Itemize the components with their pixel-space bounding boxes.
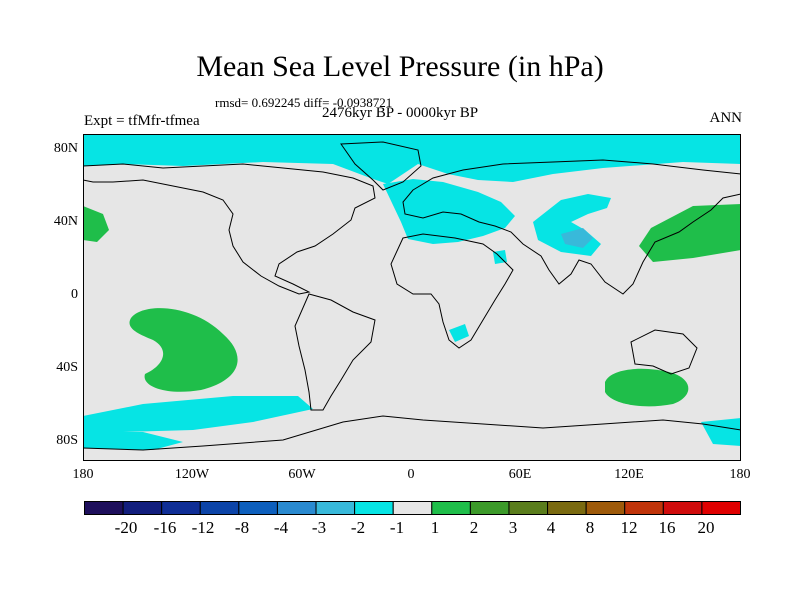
colorbar-box — [199, 501, 240, 515]
colorbar-label: -2 — [350, 518, 366, 537]
map-frame — [83, 134, 741, 461]
southern-africa-patch — [449, 324, 469, 342]
colorbar-box — [431, 501, 471, 515]
colorbar-label: 16 — [658, 518, 676, 537]
colorbar-label: 8 — [585, 518, 595, 537]
africa-outline — [390, 233, 514, 349]
y-tick-80n: 80N — [53, 141, 78, 156]
north-pacific-east — [83, 206, 109, 242]
central-asia-band — [533, 194, 611, 256]
colorbar-label: -8 — [234, 518, 250, 537]
colorbar-box — [624, 501, 664, 515]
colorbar-box — [161, 501, 201, 515]
colorbar-box — [238, 501, 278, 515]
y-tick-40n: 40N — [53, 214, 78, 229]
australia-outline — [630, 329, 698, 375]
positive-anomaly-regions — [83, 204, 741, 407]
x-tick-60e: 60E — [508, 467, 532, 482]
colorbar-label: -3 — [311, 518, 327, 537]
colorbar-label: -1 — [389, 518, 405, 537]
north-pacific-west — [639, 204, 741, 262]
y-tick-40s: 40S — [56, 360, 78, 375]
colorbar-label: 3 — [508, 518, 518, 537]
colorbar — [84, 501, 741, 515]
colorbar-label: -20 — [114, 518, 138, 537]
colorbar-box — [508, 501, 549, 515]
colorbar-box — [84, 501, 124, 515]
colorbar-label: 1 — [430, 518, 440, 537]
eurasia-outline — [402, 159, 741, 295]
europe-mideast-band — [383, 179, 515, 244]
map-title: Mean Sea Level Pressure (in hPa) — [196, 50, 604, 83]
colorbar-label: 2 — [469, 518, 479, 537]
east-pacific-lobe — [129, 308, 238, 392]
colorbar-label: -4 — [273, 518, 289, 537]
colorbar-label: 4 — [546, 518, 556, 537]
colorbar-box — [122, 501, 163, 515]
x-tick-120e: 120E — [614, 467, 644, 482]
experiment-label: Expt = tfMfr-tfmea — [84, 113, 200, 129]
colorbar-box — [469, 501, 510, 515]
y-tick-80s: 80S — [56, 433, 78, 448]
colorbar-box — [315, 501, 356, 515]
colorbar-box — [662, 501, 703, 515]
south-indian-ocean — [605, 368, 689, 407]
x-tick-0: 0 — [407, 467, 415, 482]
stats-line: rmsd= 0.692245 diff= -0.0938721 — [215, 95, 393, 110]
colorbar-boxes — [84, 501, 741, 515]
south-america-outline — [294, 293, 376, 411]
colorbar-box — [392, 501, 433, 515]
pressure-anomaly-map — [83, 134, 741, 461]
colorbar-box — [585, 501, 626, 515]
coastlines — [83, 141, 741, 451]
greenland-outline — [340, 141, 422, 191]
season-label: ANN — [709, 110, 743, 126]
colorbar-label: 20 — [697, 518, 715, 537]
x-tick-60w: 60W — [288, 467, 316, 482]
x-tick-180w: 180 — [72, 467, 94, 482]
colorbar-label: 12 — [620, 518, 638, 537]
antarctica-outline — [83, 415, 741, 451]
period-label: 2476kyr BP - 0000kyr BP — [322, 105, 479, 121]
colorbar-label: -12 — [191, 518, 215, 537]
y-tick-0: 0 — [71, 287, 78, 302]
colorbar-box — [354, 501, 394, 515]
colorbar-box — [276, 501, 317, 515]
antarctic-west-band — [83, 432, 183, 450]
x-tick-180e: 180 — [729, 467, 751, 482]
colorbar-label: -16 — [153, 518, 177, 537]
arctic-band — [83, 134, 741, 184]
colorbar-box — [547, 501, 587, 515]
north-america-outline — [83, 163, 376, 295]
central-asia-core — [561, 228, 593, 248]
colorbar-box — [701, 501, 741, 515]
x-tick-120w: 120W — [174, 467, 210, 482]
southern-ocean-band — [83, 396, 313, 432]
negative-anomaly-regions — [83, 134, 741, 450]
